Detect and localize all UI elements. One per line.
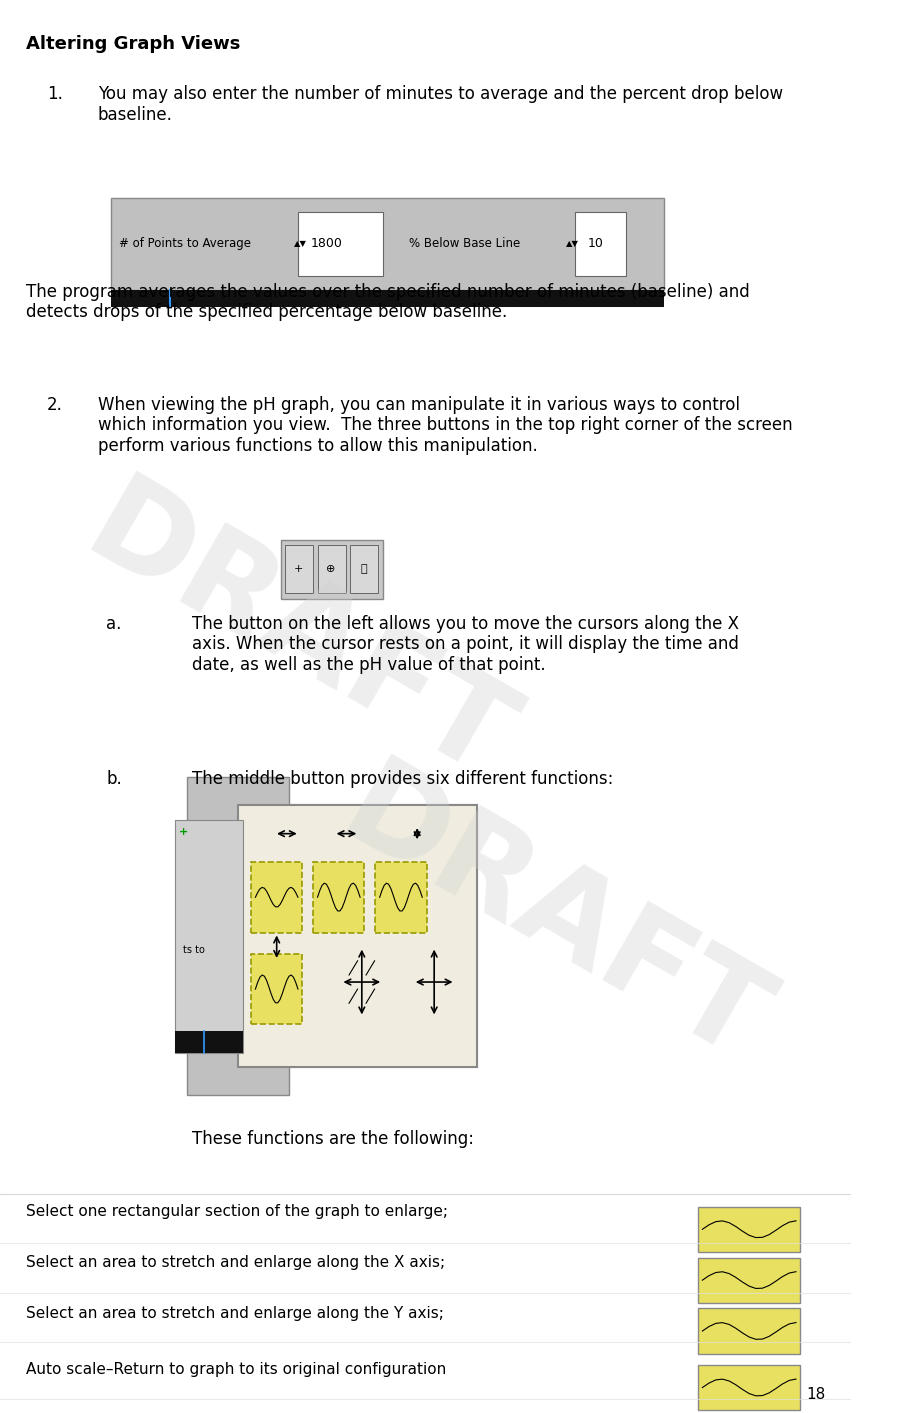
Text: The middle button provides six different functions:: The middle button provides six different… <box>192 770 613 788</box>
Text: DRAFT: DRAFT <box>65 466 531 805</box>
Text: When viewing the pH graph, you can manipulate it in various ways to control
whic: When viewing the pH graph, you can manip… <box>98 396 792 455</box>
FancyBboxPatch shape <box>698 1308 801 1354</box>
Text: 1.: 1. <box>47 85 62 103</box>
FancyBboxPatch shape <box>111 198 664 290</box>
Text: % Below Base Line: % Below Base Line <box>409 237 520 250</box>
FancyBboxPatch shape <box>698 1258 801 1303</box>
FancyBboxPatch shape <box>238 805 477 1067</box>
FancyBboxPatch shape <box>111 290 664 307</box>
FancyBboxPatch shape <box>285 545 314 593</box>
Text: +: + <box>294 564 304 575</box>
FancyBboxPatch shape <box>698 1365 801 1410</box>
Text: ▲▼: ▲▼ <box>293 239 306 249</box>
FancyBboxPatch shape <box>575 212 625 276</box>
FancyBboxPatch shape <box>298 212 383 276</box>
Text: +: + <box>179 827 188 836</box>
FancyBboxPatch shape <box>281 540 383 599</box>
Text: These functions are the following:: These functions are the following: <box>192 1130 473 1149</box>
FancyBboxPatch shape <box>251 954 303 1024</box>
FancyBboxPatch shape <box>314 862 364 933</box>
FancyBboxPatch shape <box>251 862 303 933</box>
Text: You may also enter the number of minutes to average and the percent drop below
b: You may also enter the number of minutes… <box>98 85 783 123</box>
Text: # of Points to Average: # of Points to Average <box>119 237 251 250</box>
Text: Select one rectangular section of the graph to enlarge;: Select one rectangular section of the gr… <box>26 1204 447 1219</box>
Text: Auto scale–Return to graph to its original configuration: Auto scale–Return to graph to its origin… <box>26 1362 446 1378</box>
Text: 2.: 2. <box>47 396 62 414</box>
FancyBboxPatch shape <box>317 545 346 593</box>
Text: ts to: ts to <box>183 945 204 955</box>
Text: ✋: ✋ <box>360 564 367 575</box>
Text: DRAFT: DRAFT <box>321 749 786 1088</box>
Text: Select an area to stretch and enlarge along the X axis;: Select an area to stretch and enlarge al… <box>26 1255 445 1270</box>
Text: b.: b. <box>106 770 122 788</box>
Text: The program averages the values over the specified number of minutes (baseline) : The program averages the values over the… <box>26 283 749 321</box>
Text: Altering Graph Views: Altering Graph Views <box>26 35 240 54</box>
FancyBboxPatch shape <box>174 1031 243 1053</box>
FancyBboxPatch shape <box>350 545 378 593</box>
Text: a.: a. <box>106 615 122 633</box>
Text: 10: 10 <box>588 237 603 250</box>
FancyBboxPatch shape <box>174 820 243 1053</box>
Text: 18: 18 <box>807 1386 826 1402</box>
Text: The button on the left allows you to move the cursors along the X
axis. When the: The button on the left allows you to mov… <box>192 615 738 674</box>
FancyBboxPatch shape <box>187 777 290 1095</box>
Text: ▲▼: ▲▼ <box>566 239 580 249</box>
FancyBboxPatch shape <box>375 862 426 933</box>
Text: 1800: 1800 <box>311 237 343 250</box>
Text: Select an area to stretch and enlarge along the Y axis;: Select an area to stretch and enlarge al… <box>26 1306 444 1321</box>
FancyBboxPatch shape <box>698 1207 801 1252</box>
Text: ⊕: ⊕ <box>326 564 336 575</box>
FancyBboxPatch shape <box>238 805 477 1067</box>
